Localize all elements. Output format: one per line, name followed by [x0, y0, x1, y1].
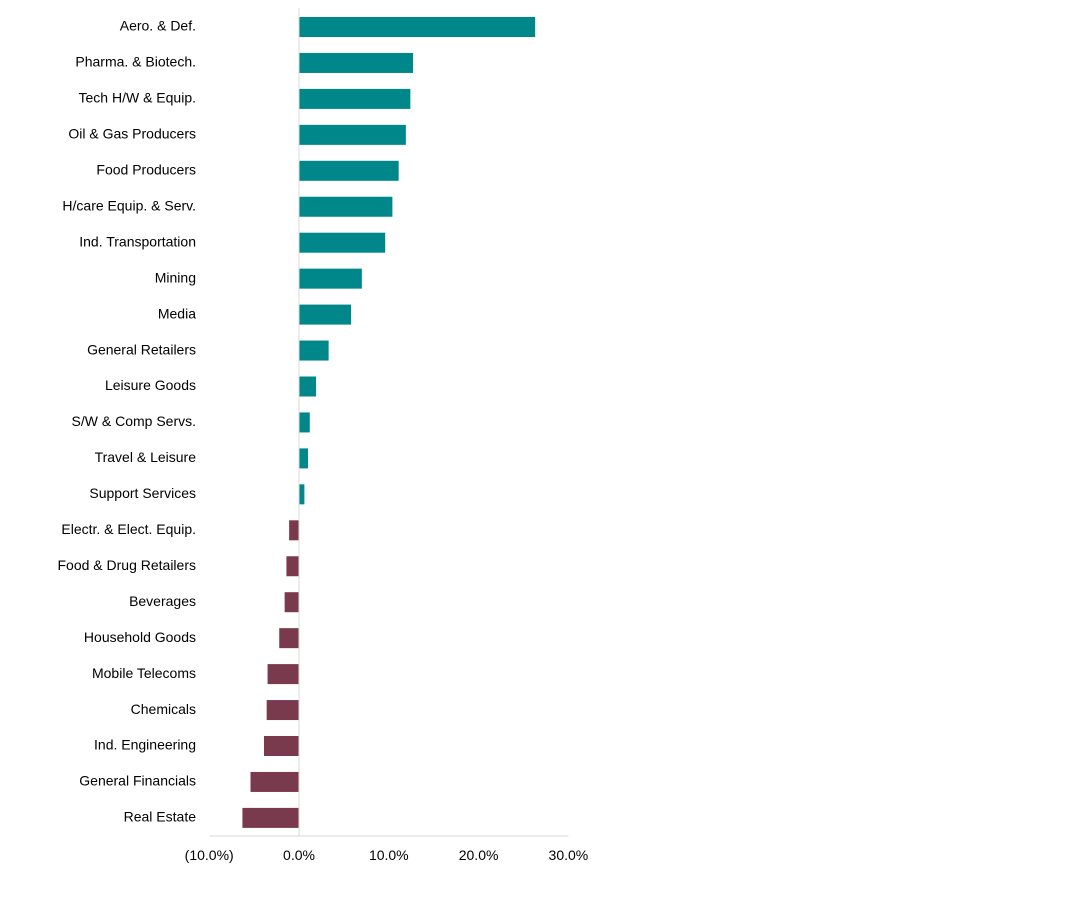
- category-label: Tech H/W & Equip.: [79, 90, 197, 106]
- category-label: Real Estate: [124, 809, 197, 825]
- category-label: H/care Equip. & Serv.: [62, 197, 196, 213]
- bar: [299, 340, 329, 361]
- category-label: Media: [158, 305, 196, 321]
- bar: [284, 592, 299, 613]
- category-label: General Retailers: [87, 341, 196, 357]
- x-tick-label: 0.0%: [283, 847, 315, 863]
- category-label: Household Goods: [84, 629, 196, 645]
- bar: [263, 736, 299, 756]
- x-tick-label: 10.0%: [369, 847, 409, 863]
- bar: [299, 484, 305, 505]
- bar: [299, 304, 352, 325]
- bar: [299, 196, 393, 217]
- bar: [250, 771, 299, 792]
- category-label: Mining: [155, 269, 196, 285]
- bar: [299, 160, 399, 181]
- category-label: Beverages: [129, 593, 196, 609]
- category-label: Support Services: [89, 485, 196, 501]
- category-label: Mobile Telecoms: [92, 665, 196, 681]
- x-tick-label: 30.0%: [549, 847, 589, 863]
- bar: [266, 700, 299, 721]
- category-label: Chemicals: [131, 701, 196, 717]
- category-label: Electr. & Elect. Equip.: [61, 521, 196, 537]
- bar: [267, 664, 299, 685]
- bar: [286, 556, 299, 577]
- category-label: Travel & Leisure: [95, 449, 197, 465]
- category-label: Oil & Gas Producers: [68, 126, 196, 142]
- bar: [289, 520, 299, 541]
- category-label: Pharma. & Biotech.: [75, 54, 196, 70]
- bar: [242, 807, 299, 828]
- category-labels-group: Aero. & Def. Pharma. & Biotech. Tech H/W &…: [57, 18, 196, 825]
- category-label: S/W & Comp Servs.: [72, 413, 196, 429]
- bar: [299, 268, 362, 289]
- category-label: Aero. & Def.: [120, 18, 196, 34]
- bar: [299, 376, 317, 397]
- x-tick-label: 20.0%: [459, 847, 499, 863]
- category-label: Food Producers: [96, 162, 196, 178]
- category-label: Ind. Transportation: [79, 233, 196, 249]
- bars-group: [242, 17, 536, 828]
- category-label: Food & Drug Retailers: [57, 557, 196, 573]
- category-label: Leisure Goods: [105, 377, 196, 393]
- bar: [299, 88, 411, 109]
- category-label: Ind. Engineering: [94, 737, 196, 753]
- bar: [299, 232, 386, 253]
- bar: [279, 628, 299, 649]
- x-tick-label: (10.0%): [185, 847, 234, 863]
- bar: [299, 448, 308, 469]
- bar: [299, 124, 406, 145]
- bar: [299, 412, 310, 433]
- category-label: General Financials: [79, 773, 196, 789]
- x-tick-labels-group: (10.0%) 0.0% 10.0% 20.0% 30.0%: [185, 847, 589, 863]
- bar: [299, 52, 414, 73]
- bar: [299, 17, 536, 37]
